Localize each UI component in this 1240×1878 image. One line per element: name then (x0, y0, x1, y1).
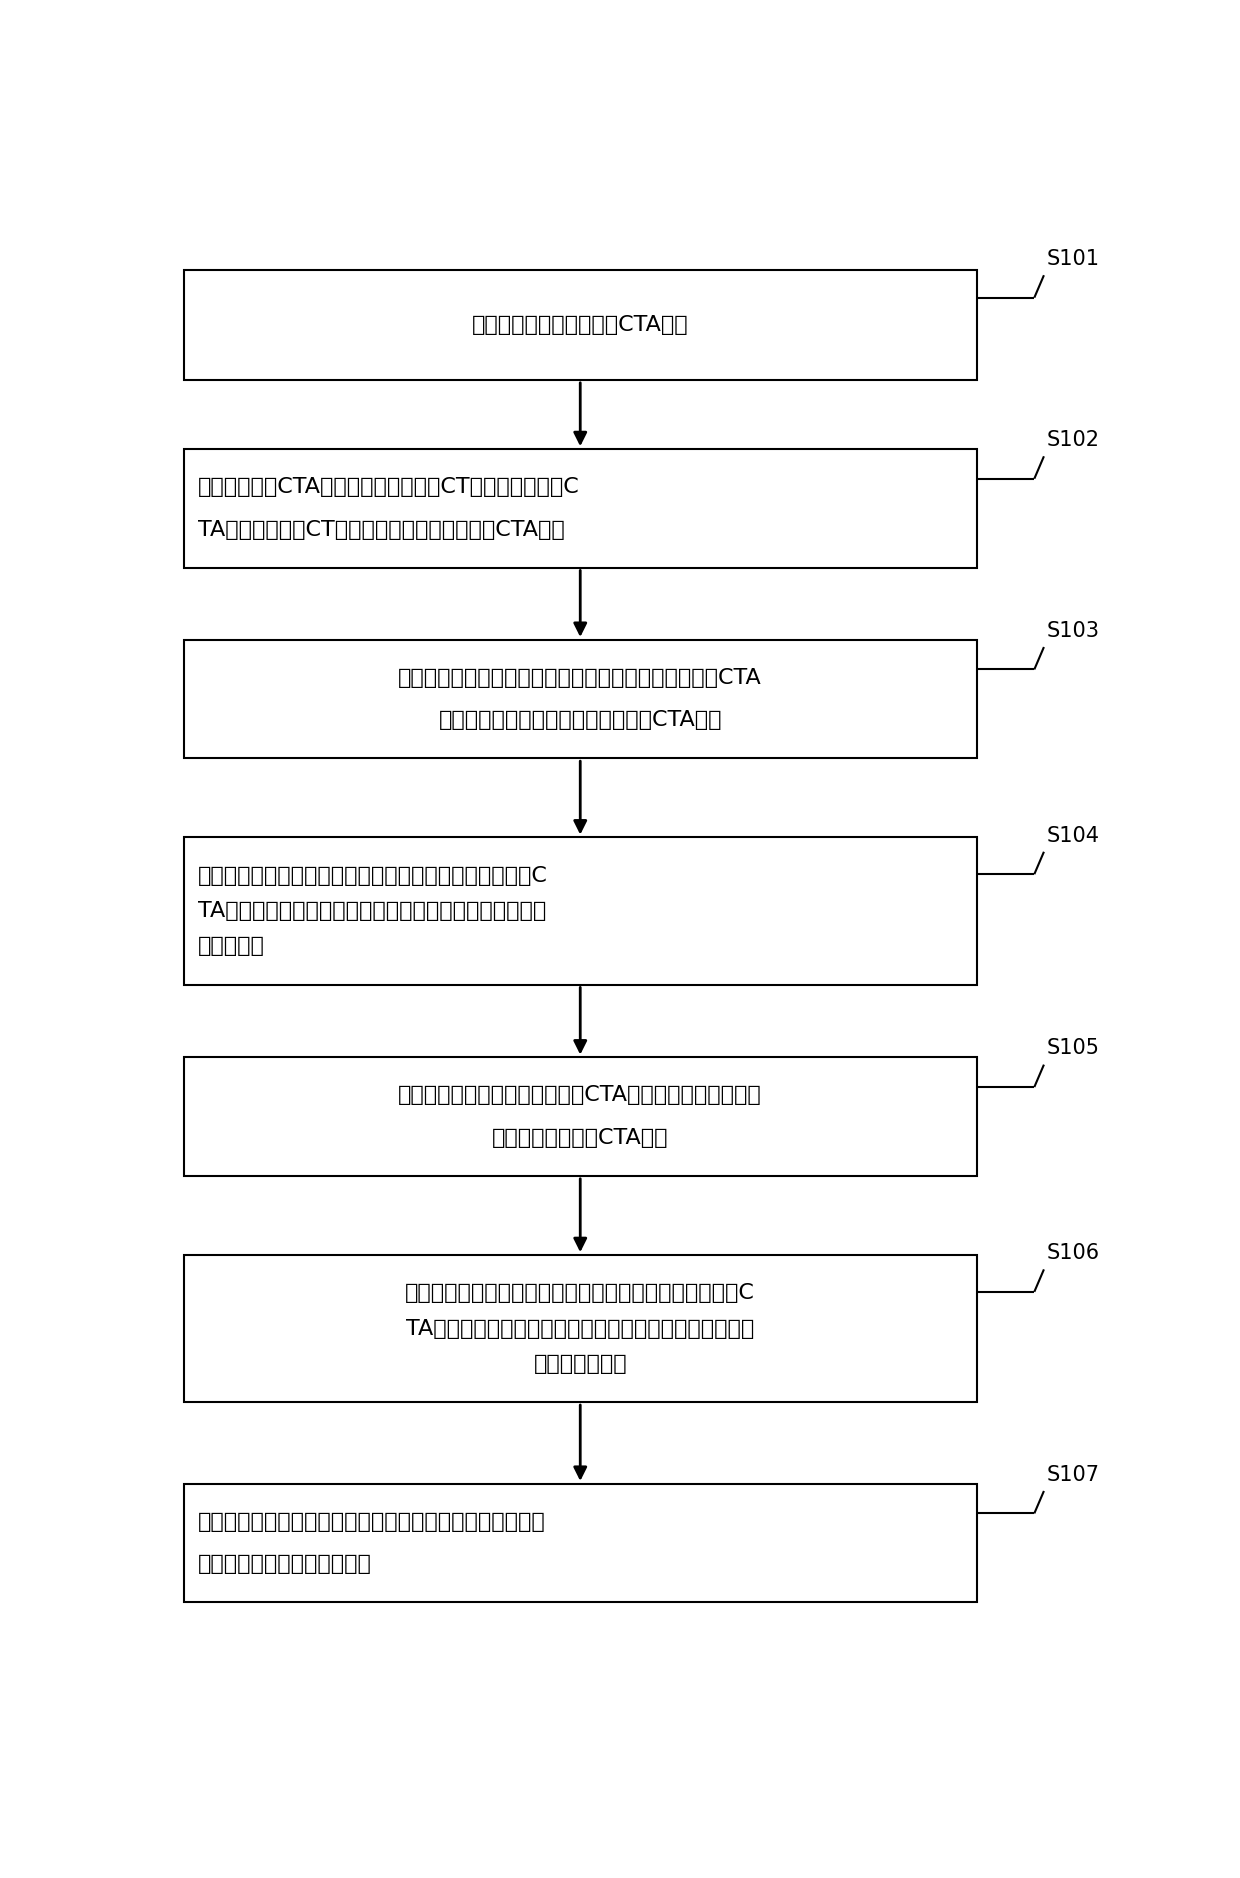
Text: S104: S104 (1047, 826, 1100, 845)
Text: S106: S106 (1047, 1243, 1100, 1264)
Bar (184, 270, 977, 379)
Bar (184, 449, 977, 567)
Text: 利用插值运算，将所述第二目标CTA图像压缩至第二预设尺: 利用插值运算，将所述第二目标CTA图像压缩至第二预设尺 (398, 1085, 763, 1106)
Text: 一结构模型: 一结构模型 (198, 937, 265, 956)
Bar (184, 838, 977, 984)
Text: 利用训练好的分割模型中的动脉分割模型对所述第二目标C: 利用训练好的分割模型中的动脉分割模型对所述第二目标C (198, 866, 548, 886)
Text: TA图像进行分割，得到标记有夹层主动脉及分支动脉的第: TA图像进行分割，得到标记有夹层主动脉及分支动脉的第 (198, 901, 547, 920)
Text: 的第二结构模型: 的第二结构模型 (533, 1354, 627, 1375)
Text: 按照预设的分辨率以及第一预设尺寸，对所述第一目标CTA: 按照预设的分辨率以及第一预设尺寸，对所述第一目标CTA (398, 669, 763, 687)
Text: TA图像中截取出CT值在预设范围内的第一目标CTA图像: TA图像中截取出CT值在预设范围内的第一目标CTA图像 (198, 520, 565, 539)
Text: S103: S103 (1047, 622, 1100, 640)
Text: 型进行真腔和假腔的错分修正: 型进行真腔和假腔的错分修正 (198, 1555, 372, 1574)
Text: 图像进行标准化处理，得到第二目标CTA图像: 图像进行标准化处理，得到第二目标CTA图像 (439, 710, 722, 731)
Text: S102: S102 (1047, 430, 1100, 451)
Bar (184, 1484, 977, 1602)
Text: S101: S101 (1047, 250, 1100, 269)
Text: TA图像进行分割，得到标记有夹层主动脉上的真腔和假腔: TA图像进行分割，得到标记有夹层主动脉上的真腔和假腔 (407, 1318, 754, 1339)
Bar (184, 1057, 977, 1176)
Text: 基于所述原始CTA图像中各个像素点的CT值，从所述原始C: 基于所述原始CTA图像中各个像素点的CT值，从所述原始C (198, 477, 580, 498)
Bar (184, 1255, 977, 1403)
Text: 基于所述第一结构模型及第二结构模型，对所述第二结构模: 基于所述第一结构模型及第二结构模型，对所述第二结构模 (198, 1512, 546, 1532)
Text: 利用训练好的分割模型中的腔室分割模型对所述第三目标C: 利用训练好的分割模型中的腔室分割模型对所述第三目标C (405, 1283, 755, 1303)
Text: 寸，得到第三目标CTA图像: 寸，得到第三目标CTA图像 (492, 1129, 668, 1147)
Text: 获取待分割主动脉的原始CTA图像: 获取待分割主动脉的原始CTA图像 (472, 316, 688, 334)
Text: S105: S105 (1047, 1039, 1100, 1059)
Text: S107: S107 (1047, 1465, 1100, 1485)
Bar (184, 640, 977, 759)
